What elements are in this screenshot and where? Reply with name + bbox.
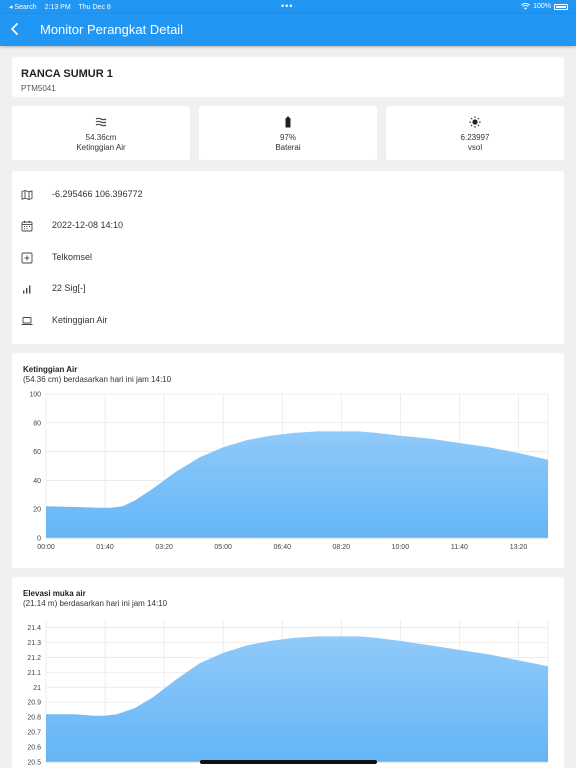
- laptop-icon: [21, 317, 33, 325]
- info-text: -6.295466 106.396772: [52, 189, 143, 199]
- device-name: RANCA SUMUR 1: [21, 68, 113, 80]
- page-title: Monitor Perangkat Detail: [40, 22, 184, 37]
- y-tick-label: 20.5: [27, 760, 41, 767]
- info-row-provider: Telkomsel: [21, 250, 541, 266]
- x-tick-label: 08:20: [333, 544, 351, 551]
- water-level-chart: 0 20 40 60 80 100 00:00 01:40 03:20 05:00 06:40 08:…: [29, 392, 549, 551]
- y-tick-label: 20.9: [27, 700, 41, 707]
- water-level-icon: [95, 117, 107, 127]
- info-text: 22 Sig[-]: [52, 283, 86, 293]
- chart-title: Ketinggian Air: [23, 365, 78, 374]
- status-bar: ◂ Search 2:13 PM Thu Dec 8 ••• 100%: [0, 0, 576, 14]
- metric-label: vsol: [467, 143, 483, 152]
- y-tick-label: 21.1: [27, 670, 41, 677]
- info-row-location: -6.295466 106.396772: [21, 187, 541, 203]
- chevron-left-icon[interactable]: [8, 21, 22, 37]
- area-series: [46, 636, 548, 762]
- multitasking-dots[interactable]: •••: [281, 1, 294, 11]
- metric-value: 6.23997: [460, 133, 490, 142]
- status-date: Thu Dec 8: [78, 4, 111, 11]
- y-tick-label: 20.7: [27, 730, 41, 737]
- metric-value: 97%: [279, 133, 296, 142]
- info-row-signal: 22 Sig[-]: [21, 281, 541, 297]
- status-battery-icon: [554, 3, 568, 10]
- info-text: 2022-12-08 14:10: [52, 220, 124, 230]
- y-tick-label: 100: [29, 392, 41, 399]
- water-elevation-chart-card: Elevasi muka air (21.14 m) berdasarkan h…: [12, 577, 564, 768]
- back-to-app-link[interactable]: ◂ Search: [9, 4, 37, 11]
- home-indicator[interactable]: [200, 760, 377, 764]
- map-icon: [21, 190, 33, 200]
- status-time: 2:13 PM: [44, 4, 71, 11]
- battery-icon: [285, 116, 291, 128]
- chart-title: Elevasi muka air: [23, 589, 86, 598]
- status-bar-left: ◂ Search 2:13 PM Thu Dec 8: [9, 3, 117, 11]
- app-bar: Monitor Perangkat Detail: [0, 14, 576, 46]
- area-series: [46, 431, 548, 538]
- x-tick-label: 05:00: [214, 544, 232, 551]
- metric-card-water-level: 54.36cm Ketinggian Air: [12, 106, 190, 160]
- y-tick-label: 0: [37, 536, 41, 543]
- y-tick-label: 21.4: [27, 625, 41, 632]
- device-code: PTM5041: [21, 84, 56, 93]
- status-bar-right: 100%: [521, 3, 568, 10]
- y-tick-label: 21: [33, 685, 41, 692]
- x-tick-label: 03:20: [155, 544, 173, 551]
- y-tick-label: 80: [33, 420, 41, 427]
- x-tick-label: 06:40: [273, 544, 291, 551]
- y-tick-label: 40: [33, 478, 41, 485]
- water-level-chart-card: Ketinggian Air (54.36 cm) berdasarkan ha…: [12, 353, 564, 568]
- sun-icon: [469, 116, 481, 128]
- x-tick-label: 00:00: [37, 544, 55, 551]
- plus-box-icon: [21, 252, 33, 264]
- info-text: Telkomsel: [52, 252, 93, 262]
- y-tick-label: 20.6: [27, 745, 41, 752]
- info-text: Ketinggian Air: [52, 315, 108, 325]
- signal-icon: [23, 285, 31, 294]
- calendar-icon: [21, 220, 33, 232]
- metric-value: 54.36cm: [85, 133, 117, 142]
- metric-label: Baterai: [275, 143, 301, 152]
- battery-percent: 100%: [533, 3, 551, 10]
- metric-label: Ketinggian Air: [76, 143, 126, 152]
- y-tick-label: 21.2: [27, 655, 41, 662]
- x-tick-label: 10:00: [392, 544, 410, 551]
- x-tick-label: 11:40: [451, 544, 468, 551]
- chart-subtitle: (21.14 m) berdasarkan hari ini jam 14:10: [23, 599, 168, 608]
- wifi-icon: [521, 3, 531, 10]
- water-elevation-chart: 20.5 20.6 20.7 20.8 20.9 21 21.1 21.2 21.3 21.4: [27, 620, 549, 767]
- y-tick-label: 20: [33, 507, 41, 514]
- x-tick-label: 13:20: [510, 544, 528, 551]
- metric-card-battery: 97% Baterai: [199, 106, 377, 160]
- device-header-card: RANCA SUMUR 1 PTM5041: [12, 57, 564, 97]
- x-tick-label: 01:40: [96, 544, 114, 551]
- metric-card-vsol: 6.23997 vsol: [386, 106, 564, 160]
- info-row-datetime: 2022-12-08 14:10: [21, 218, 541, 234]
- info-row-sensor-type: Ketinggian Air: [21, 313, 541, 329]
- device-info-card: -6.295466 106.396772 2022-12-08 14:10 Te…: [12, 171, 564, 344]
- chart-subtitle: (54.36 cm) berdasarkan hari ini jam 14:1…: [23, 375, 172, 384]
- y-tick-label: 60: [33, 449, 41, 456]
- y-tick-label: 20.8: [27, 715, 41, 722]
- y-tick-label: 21.3: [27, 640, 41, 647]
